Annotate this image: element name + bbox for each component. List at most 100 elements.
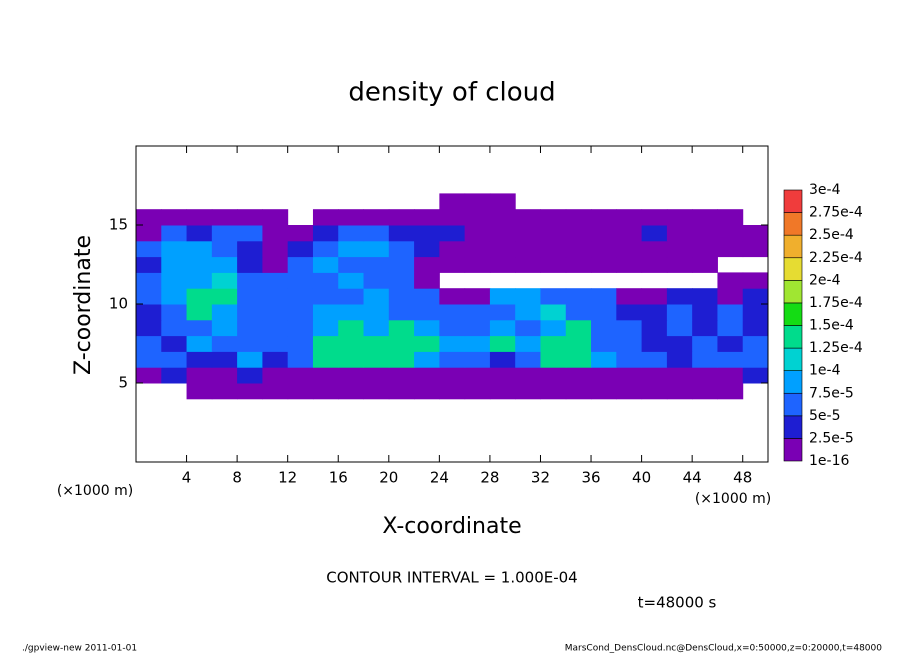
time-label: t=48000 s xyxy=(638,594,717,612)
cell xyxy=(666,367,693,384)
cell xyxy=(388,351,415,368)
cell xyxy=(591,351,617,368)
cell xyxy=(262,351,289,368)
cell xyxy=(666,288,693,305)
cell xyxy=(136,304,162,321)
cell xyxy=(641,240,668,258)
cell xyxy=(312,351,339,368)
x-axis-title: X-coordinate xyxy=(382,514,521,539)
cell xyxy=(616,335,643,352)
cell xyxy=(464,240,491,258)
cell xyxy=(540,288,567,305)
cell xyxy=(717,304,744,321)
cell xyxy=(439,351,466,368)
cell xyxy=(591,335,617,352)
cell xyxy=(692,225,718,242)
cell xyxy=(641,288,668,305)
cell xyxy=(439,225,466,242)
cell xyxy=(136,335,162,352)
cell xyxy=(363,335,390,352)
cell xyxy=(742,319,769,337)
cell xyxy=(388,288,415,305)
x-tick-label: 40 xyxy=(632,469,651,487)
cell xyxy=(439,367,466,384)
cell xyxy=(388,335,415,352)
colorbar-label: 1e-4 xyxy=(809,363,841,379)
cell xyxy=(136,367,162,384)
colorbar-box xyxy=(783,392,803,417)
cell xyxy=(338,240,365,258)
cell xyxy=(312,209,339,226)
cell xyxy=(237,225,263,242)
cell xyxy=(540,335,567,352)
cell xyxy=(489,240,516,258)
cell xyxy=(287,335,314,352)
cell xyxy=(717,240,744,258)
cell xyxy=(262,304,289,321)
cell xyxy=(136,288,162,305)
cell xyxy=(717,367,744,384)
cell xyxy=(211,256,238,273)
cell xyxy=(489,319,516,337)
cell xyxy=(439,256,466,273)
chart-title: density of cloud xyxy=(348,78,555,108)
cell xyxy=(489,351,516,368)
cell xyxy=(262,209,289,226)
colorbar-label: 5e-5 xyxy=(809,408,840,424)
cell xyxy=(616,209,643,226)
cell xyxy=(388,225,415,242)
cell xyxy=(237,335,263,352)
colorbar-label: 7.5e-5 xyxy=(809,385,854,401)
cell xyxy=(388,272,415,289)
cell xyxy=(211,225,238,242)
cell xyxy=(388,209,415,226)
cell xyxy=(666,209,693,226)
cell xyxy=(186,319,213,337)
cell xyxy=(489,304,516,321)
cell xyxy=(591,367,617,384)
cell xyxy=(161,288,188,305)
cell xyxy=(186,367,213,384)
cell xyxy=(464,351,491,368)
x-tick-label: 28 xyxy=(480,469,499,487)
cell xyxy=(540,304,567,321)
cell xyxy=(186,272,213,289)
y-axis-title: Z-coordinate xyxy=(71,235,96,375)
cell xyxy=(692,304,718,321)
colorbar-label: 2e-4 xyxy=(809,272,841,288)
cell xyxy=(717,383,744,400)
cell xyxy=(161,240,188,258)
x-tick-label: 36 xyxy=(581,469,600,487)
cell xyxy=(161,335,188,352)
colorbar-box xyxy=(783,347,803,371)
cell xyxy=(237,272,263,289)
cell xyxy=(641,256,668,273)
cell xyxy=(211,240,238,258)
cell xyxy=(262,383,289,400)
cell xyxy=(616,351,643,368)
cell xyxy=(439,319,466,337)
cell xyxy=(489,367,516,384)
cell xyxy=(312,383,339,400)
cell xyxy=(616,256,643,273)
cell xyxy=(439,383,466,400)
colorbar-label: 1.5e-4 xyxy=(809,318,854,334)
cell xyxy=(186,225,213,242)
cell xyxy=(565,240,592,258)
colorbar-box xyxy=(783,257,803,281)
cell xyxy=(616,304,643,321)
colorbar-label: 2.5e-5 xyxy=(809,430,854,446)
cell xyxy=(742,367,769,384)
cell xyxy=(363,225,390,242)
cell xyxy=(136,351,162,368)
cell xyxy=(464,193,491,210)
cell xyxy=(641,209,668,226)
cell xyxy=(692,319,718,337)
cell xyxy=(363,288,390,305)
cell xyxy=(211,367,238,384)
cell xyxy=(414,351,440,368)
cell xyxy=(692,351,718,368)
cell xyxy=(237,351,263,368)
cell xyxy=(388,304,415,321)
cell xyxy=(489,209,516,226)
